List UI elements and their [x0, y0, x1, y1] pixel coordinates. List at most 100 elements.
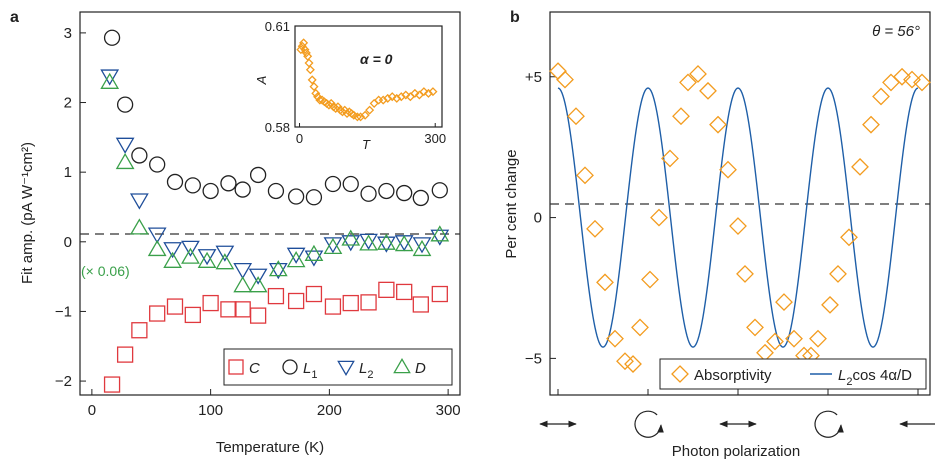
absorptivity-point	[766, 332, 784, 351]
inset-point	[423, 88, 433, 98]
panel-b-ylabel: Per cent change	[503, 149, 520, 258]
absorptivity-point	[689, 65, 707, 83]
series-D-point	[100, 72, 120, 89]
panel-b-chart: −5 0 +5 θ = 56° Photon polarization Per ce…	[503, 11, 935, 460]
series-D-point	[268, 260, 288, 277]
series-C-point	[305, 285, 323, 303]
inset-point	[337, 107, 348, 117]
series-L1-point	[267, 182, 285, 200]
legend-marker-absorptivity	[671, 365, 689, 383]
inset-point	[315, 95, 325, 105]
panel-a-ylabel: Fit amp. (pA W⁻¹cm²)	[19, 142, 36, 284]
series-C-point	[267, 287, 285, 305]
inset-point	[307, 75, 317, 85]
panel-a-points	[100, 29, 450, 393]
legend-label-absorptivity: Absorptivity	[694, 367, 772, 384]
legend-fit-name: L	[838, 367, 846, 384]
series-L1-point	[360, 185, 377, 202]
series-L1-point	[342, 175, 359, 193]
series-D-point	[430, 225, 450, 242]
series-L2-point	[268, 263, 288, 280]
series-C-point	[234, 301, 251, 318]
panel-b-legend: Absorptivity L2cos 4α/D	[659, 358, 927, 390]
series-L1-point	[220, 175, 237, 192]
circular-polarization-icon	[814, 410, 844, 438]
legend-label-L2: L2	[359, 360, 373, 381]
inset-x-tick-label: 300	[424, 131, 446, 146]
absorptivity-point	[729, 217, 747, 235]
series-D-point	[341, 229, 361, 246]
series-L2-point	[286, 247, 306, 264]
series-L1-point	[103, 29, 121, 46]
x-tick-label: 200	[317, 402, 342, 419]
panel-b-ticks: −5 0 +5	[525, 69, 919, 395]
x-tick-label: 300	[436, 402, 461, 419]
y-tick-label: 0	[64, 234, 72, 251]
series-D-point	[147, 239, 167, 257]
series-L2-point	[394, 235, 414, 252]
absorptivity-point	[851, 157, 869, 176]
series-C-point	[184, 306, 201, 324]
inset-point	[326, 98, 336, 108]
inset-point	[410, 88, 420, 98]
series-C-point	[412, 296, 429, 313]
absorptivity-point	[829, 264, 847, 283]
series-D-point	[215, 253, 235, 270]
absorptivity-point	[624, 355, 642, 373]
series-L1-point	[396, 184, 413, 202]
series-C-point	[396, 283, 413, 301]
legend-marker-L2	[337, 360, 355, 376]
inset-ylabel: A	[254, 76, 269, 86]
inset-point	[360, 110, 370, 120]
inset-point	[324, 100, 334, 110]
x-tick-label: 100	[198, 402, 223, 419]
y-tick-label: 3	[64, 25, 72, 42]
absorptivity-point	[840, 228, 858, 247]
panel-a-chart: 0 100 200 300 −2 −1 0 1 2 3 (× 0.06) Temperature …	[19, 11, 461, 456]
absorptivity-point	[567, 107, 585, 126]
series-L1-point	[305, 189, 323, 206]
y-tick-label: −2	[55, 373, 72, 390]
absorptivity-point	[913, 73, 931, 92]
absorptivity-point	[893, 67, 911, 86]
inset-xlabel: T	[362, 137, 371, 152]
absorptivity-point	[872, 87, 890, 106]
series-C-point	[360, 294, 377, 311]
series-D-point	[115, 152, 135, 170]
absorptivity-point	[709, 115, 727, 134]
inset-x-tick-label: 0	[296, 131, 303, 146]
series-D-point	[323, 237, 343, 255]
series-C-point	[287, 292, 305, 310]
series-L1-point	[412, 189, 429, 207]
series-C-point	[131, 322, 148, 339]
inset-point	[383, 93, 393, 103]
panel-label-b: b	[510, 9, 520, 26]
series-D-point	[233, 276, 253, 293]
legend-label-L1: L1	[303, 360, 317, 381]
absorptivity-point	[631, 318, 649, 337]
legend-name: D	[415, 360, 426, 377]
series-L1-point	[287, 188, 305, 205]
legend-sub: 2	[367, 369, 373, 381]
series-C-point	[431, 285, 448, 303]
inset-point	[378, 95, 388, 105]
inset-point	[401, 90, 411, 100]
panel-label-a: a	[10, 9, 19, 26]
inset-point	[428, 87, 438, 97]
series-L2-point	[163, 242, 183, 259]
series-L2-point	[100, 69, 120, 86]
y-tick-label: −1	[55, 303, 72, 320]
inset-point	[356, 112, 366, 122]
inset-point	[365, 105, 375, 115]
panel-b-xlabel: Photon polarization	[672, 443, 800, 460]
absorptivity-point	[641, 270, 659, 289]
series-D-point	[286, 251, 306, 268]
legend-name: L	[303, 360, 311, 377]
series-C-point	[103, 376, 121, 393]
series-L2-point	[181, 240, 200, 257]
series-L1-point	[249, 166, 267, 184]
series-D-point	[197, 251, 217, 268]
absorptivity-point	[661, 149, 679, 168]
absorptivity-point	[903, 70, 921, 89]
inset-point	[392, 93, 402, 103]
